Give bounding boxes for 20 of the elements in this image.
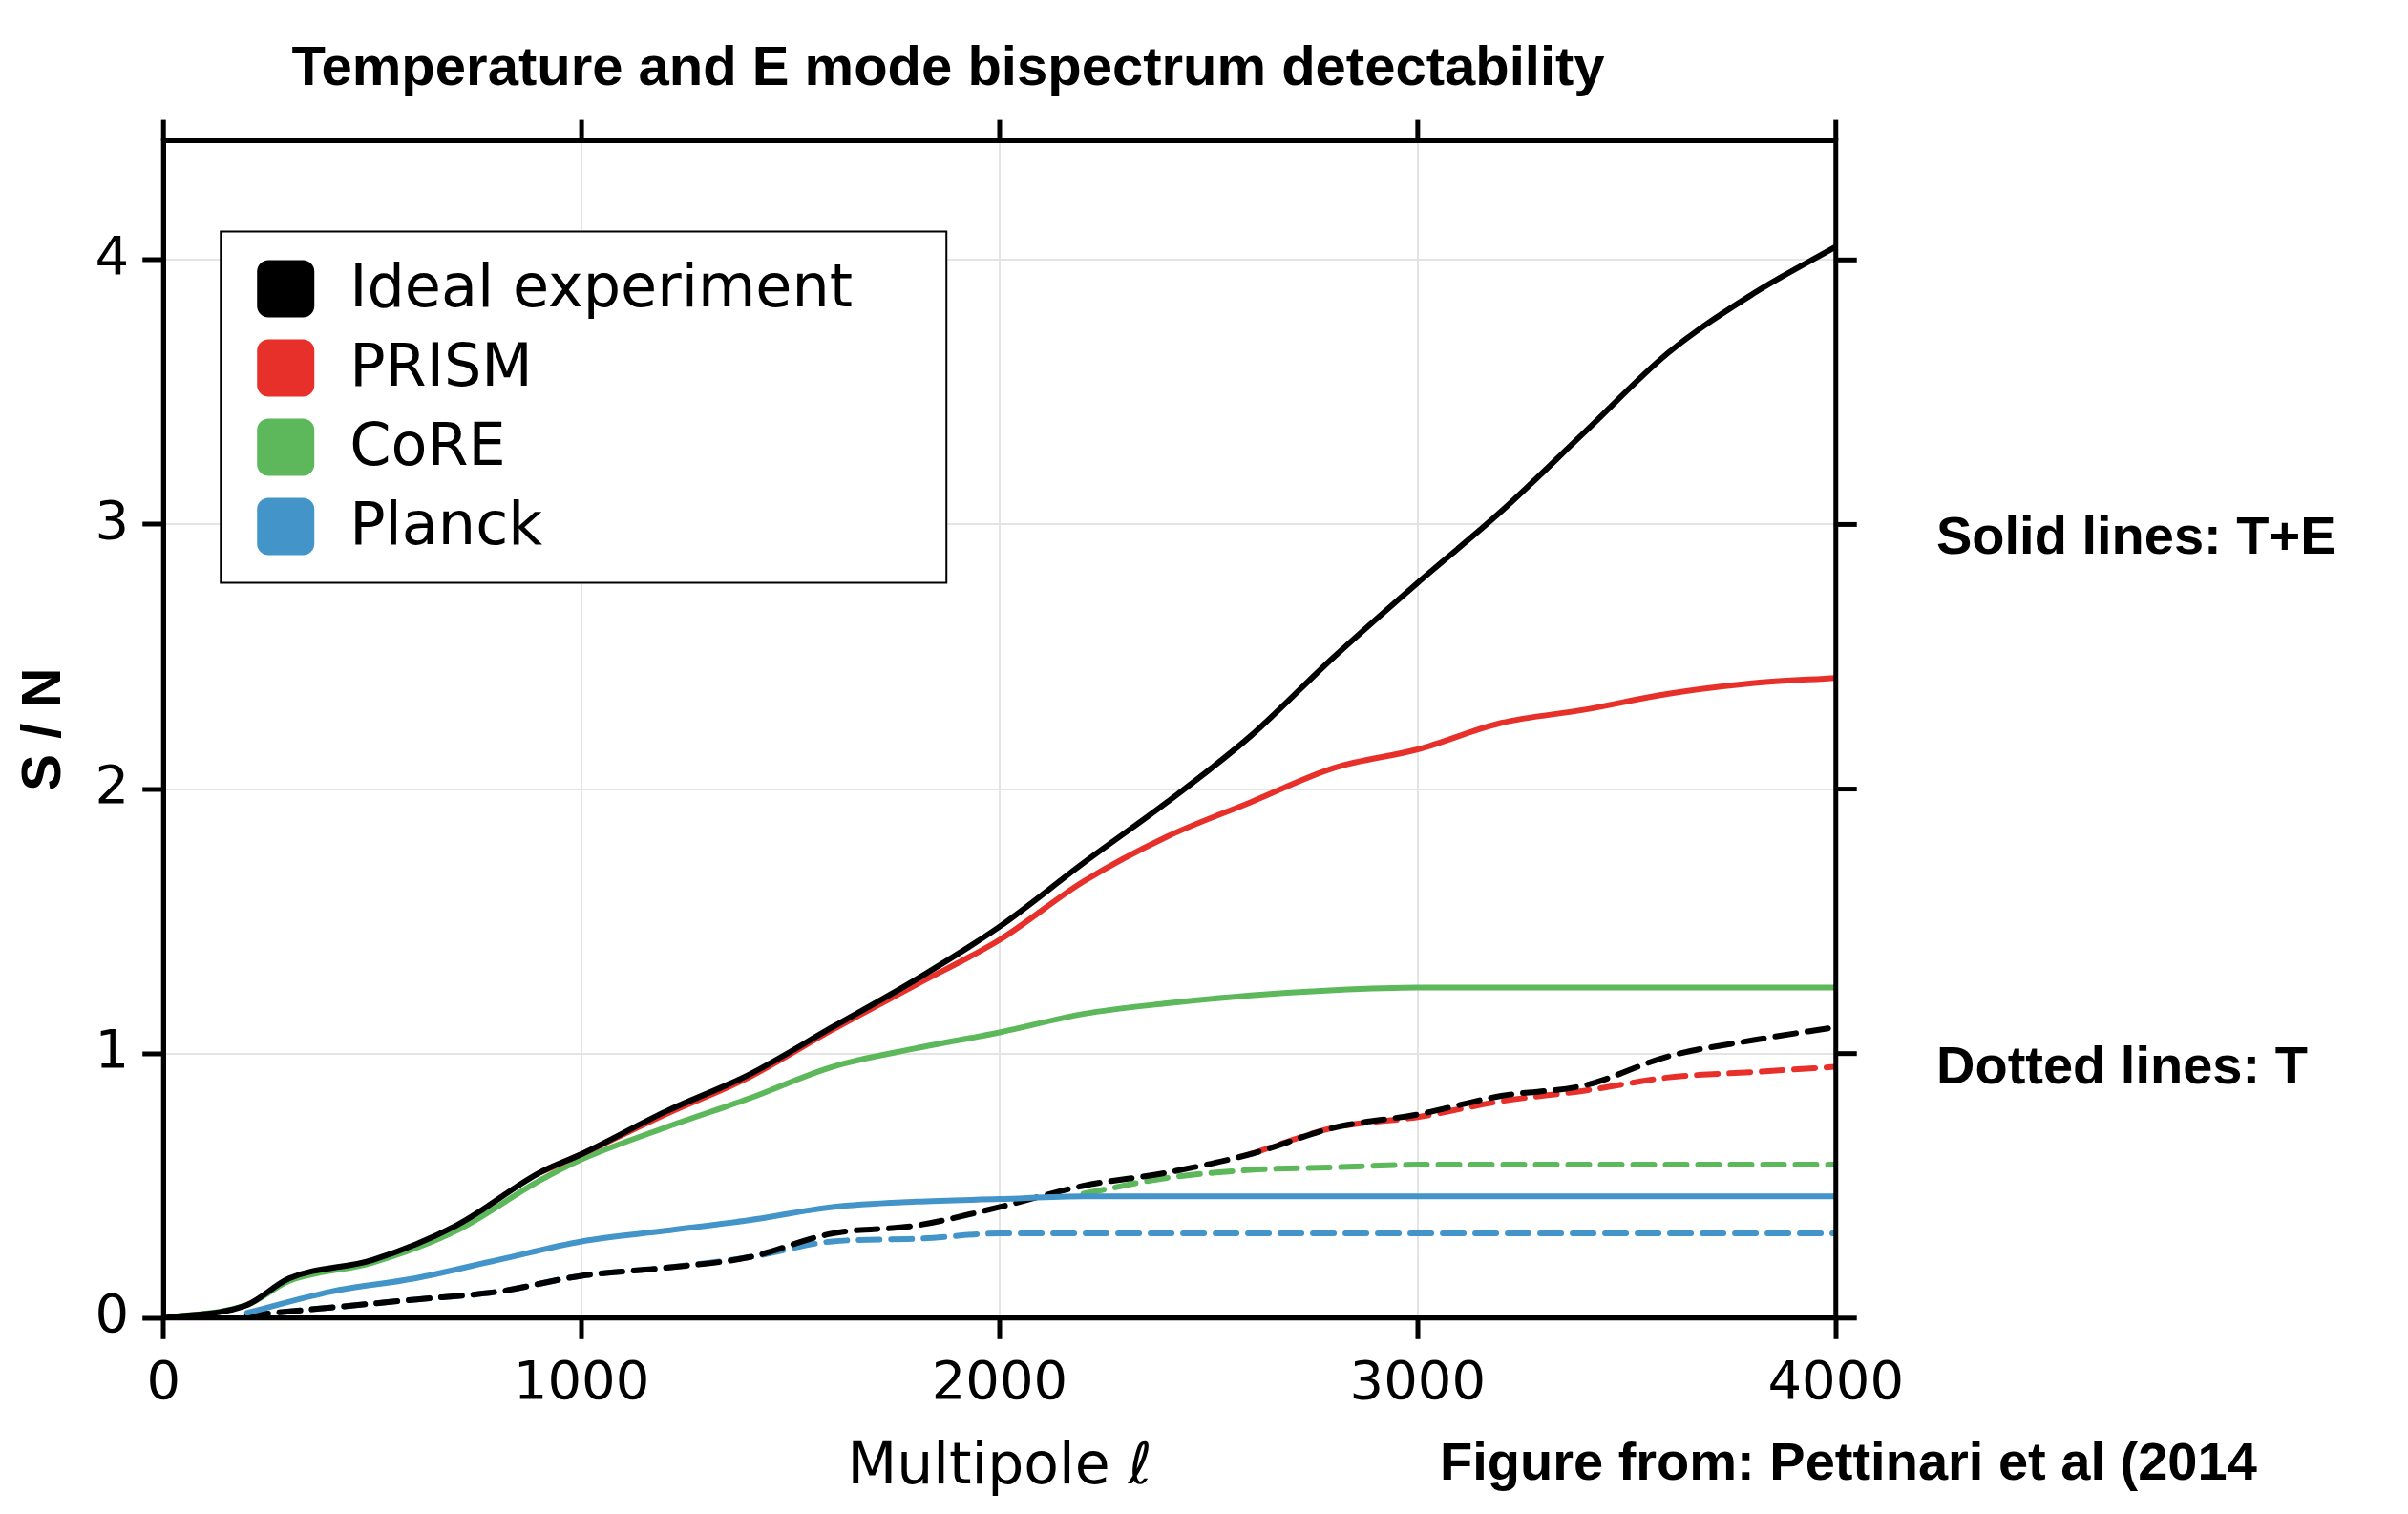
x-tick-label: 4000 [1767,1348,1904,1411]
y-tick-label: 1 [95,1018,130,1081]
legend-label: Planck [349,488,543,558]
y-tick-label: 3 [95,488,130,551]
legend-label: PRISM [349,329,533,400]
text: Figure from: Pettinari et al (2014 [1440,1430,2257,1492]
x-tick-label: 2000 [931,1348,1068,1411]
y-tick-label: 0 [95,1282,130,1345]
y-axis-title: S / N [9,667,72,791]
x-tick-label: 0 [146,1348,181,1411]
x-tick-label: 3000 [1349,1348,1487,1411]
chart-title: Temperature and E mode bispectrum detectability [291,33,1605,96]
y-tick-label: 2 [95,753,130,816]
legend-label: Ideal experiment [349,250,854,321]
text: Dotted lines: T [1936,1034,2308,1096]
y-tick-label: 4 [95,223,130,286]
text: Solid lines: T+E [1936,504,2336,566]
legend-label: CoRE [349,409,506,479]
x-tick-label: 1000 [513,1348,650,1411]
x-axis-title: Multipole ℓ [847,1429,1152,1497]
